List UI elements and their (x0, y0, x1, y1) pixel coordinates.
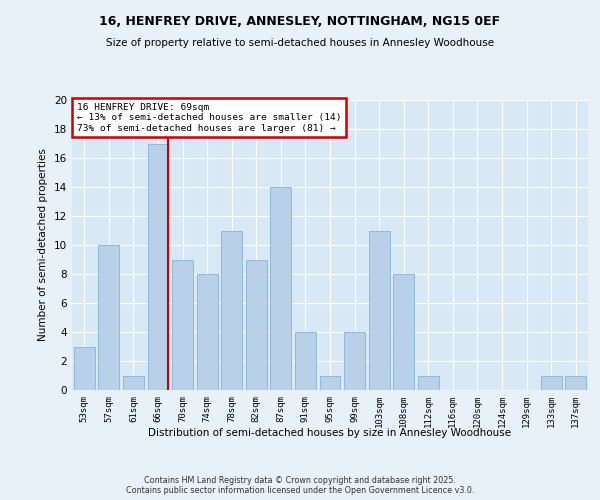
Bar (393, 274, 414, 390)
Bar (74, 346, 95, 390)
Y-axis label: Number of semi-detached properties: Number of semi-detached properties (38, 148, 49, 342)
Bar (541, 376, 562, 390)
Bar (221, 230, 242, 390)
Bar (344, 332, 365, 390)
Text: Contains HM Land Registry data © Crown copyright and database right 2025.
Contai: Contains HM Land Registry data © Crown c… (126, 476, 474, 495)
Text: Distribution of semi-detached houses by size in Annesley Woodhouse: Distribution of semi-detached houses by … (148, 428, 512, 438)
Bar (271, 187, 292, 390)
Text: 16, HENFREY DRIVE, ANNESLEY, NOTTINGHAM, NG15 0EF: 16, HENFREY DRIVE, ANNESLEY, NOTTINGHAM,… (100, 15, 500, 28)
Bar (320, 376, 340, 390)
Bar (246, 260, 267, 390)
Bar (148, 144, 169, 390)
Bar (295, 332, 316, 390)
Bar (368, 230, 389, 390)
Bar (172, 260, 193, 390)
Bar (565, 376, 586, 390)
Bar (98, 245, 119, 390)
Text: 16 HENFREY DRIVE: 69sqm
← 13% of semi-detached houses are smaller (14)
73% of se: 16 HENFREY DRIVE: 69sqm ← 13% of semi-de… (77, 103, 341, 132)
Bar (197, 274, 218, 390)
Bar (123, 376, 144, 390)
Bar (418, 376, 439, 390)
Text: Size of property relative to semi-detached houses in Annesley Woodhouse: Size of property relative to semi-detach… (106, 38, 494, 48)
